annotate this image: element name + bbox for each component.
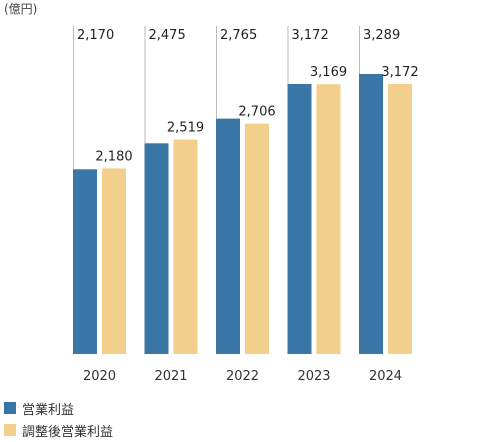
legend-label-operating-profit: 営業利益: [22, 402, 75, 418]
legend-swatch-operating-profit: [4, 402, 16, 414]
legend-swatch-adjusted-operating-profit: [4, 424, 16, 436]
data-label-adjusted-operating-profit-2021: 2,519: [167, 121, 204, 136]
data-label-adjusted-operating-profit-2020: 2,180: [95, 149, 132, 164]
bar-adjusted-operating-profit-2022: [245, 123, 269, 355]
x-tick-label-2020: 2020: [83, 369, 116, 384]
legend-item-adjusted-operating-profit: 調整後営業利益: [4, 420, 113, 440]
legend-item-operating-profit: 営業利益: [4, 398, 113, 418]
data-label-operating-profit-2020: 2,170: [77, 28, 114, 43]
data-label-operating-profit-2023: 3,172: [292, 28, 329, 43]
x-tick-label-2021: 2021: [154, 369, 187, 384]
x-tick-label-2024: 2024: [369, 369, 402, 384]
legend: 営業利益 調整後営業利益: [4, 398, 113, 442]
bar-operating-profit-2022: [216, 118, 240, 355]
data-label-adjusted-operating-profit-2022: 2,706: [238, 105, 275, 120]
data-label-operating-profit-2021: 2,475: [149, 28, 186, 43]
bar-adjusted-operating-profit-2020: [102, 168, 126, 354]
unit-label: (億円): [4, 2, 38, 16]
x-tick-label-2022: 2022: [226, 369, 259, 384]
x-tick-label-2023: 2023: [297, 369, 330, 384]
bar-operating-profit-2023: [287, 83, 312, 355]
data-label-adjusted-operating-profit-2024: 3,172: [381, 65, 418, 80]
data-label-adjusted-operating-profit-2023: 3,169: [310, 65, 347, 80]
legend-label-adjusted-operating-profit: 調整後営業利益: [22, 424, 114, 440]
bar-adjusted-operating-profit-2023: [316, 84, 341, 355]
bar-operating-profit-2024: [359, 73, 383, 355]
data-label-operating-profit-2022: 2,765: [220, 28, 257, 43]
bar-operating-profit-2020: [73, 169, 97, 354]
bar-adjusted-operating-profit-2024: [388, 83, 412, 355]
bar-adjusted-operating-profit-2021: [173, 139, 198, 354]
bar-operating-profit-2021: [144, 143, 169, 354]
data-label-operating-profit-2024: 3,289: [363, 28, 400, 43]
